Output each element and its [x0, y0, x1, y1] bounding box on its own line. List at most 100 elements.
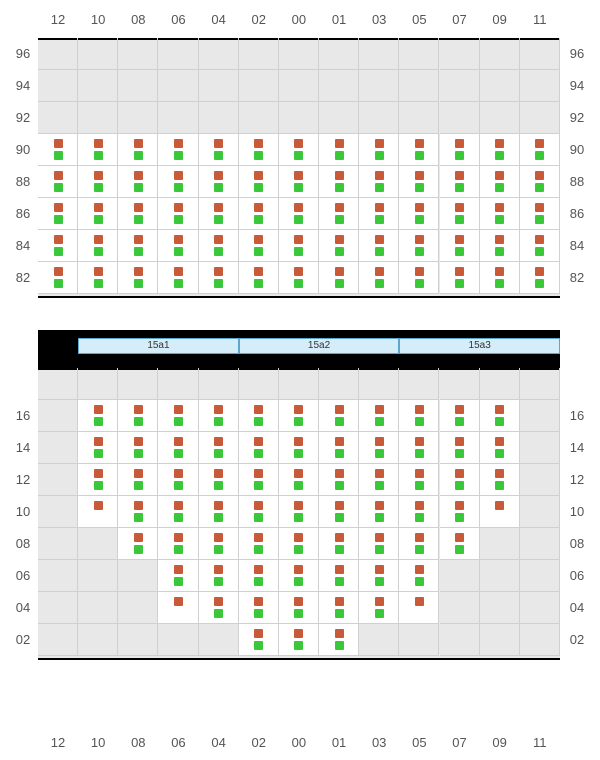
seat-marker-top — [294, 533, 303, 542]
seat-marker-top — [375, 203, 384, 212]
seat-marker-top — [415, 405, 424, 414]
seat-marker-bottom — [254, 449, 263, 458]
seat-marker-bottom — [415, 545, 424, 554]
seat-marker-bottom — [335, 247, 344, 256]
seat-marker-top — [335, 501, 344, 510]
seat-marker-bottom — [415, 449, 424, 458]
seat-marker-top — [294, 629, 303, 638]
grid-cell — [480, 592, 520, 624]
grid-cell — [199, 368, 239, 400]
seat-marker-top — [335, 235, 344, 244]
seat-marker-bottom — [294, 279, 303, 288]
seat-marker-top — [294, 171, 303, 180]
seat-marker-bottom — [174, 215, 183, 224]
grid-cell — [118, 102, 158, 134]
grid-cell — [38, 528, 78, 560]
grid-cell — [520, 70, 560, 102]
grid-cell — [480, 624, 520, 656]
seat-marker-bottom — [94, 215, 103, 224]
seat-marker-top — [254, 565, 263, 574]
seat-marker-bottom — [174, 481, 183, 490]
seat-marker-bottom — [254, 183, 263, 192]
seat-marker-bottom — [294, 609, 303, 618]
seat-marker-bottom — [495, 215, 504, 224]
col-label-bottom: 06 — [158, 735, 198, 750]
grid-cell — [78, 592, 118, 624]
seat-marker-bottom — [535, 215, 544, 224]
seat-marker-bottom — [335, 513, 344, 522]
seat-marker-bottom — [294, 513, 303, 522]
seat-marker-bottom — [495, 417, 504, 426]
col-label-bottom: 08 — [118, 735, 158, 750]
seat-marker-bottom — [254, 481, 263, 490]
grid-cell — [158, 38, 198, 70]
seat-marker-top — [335, 597, 344, 606]
seat-marker-bottom — [294, 215, 303, 224]
col-label-top: 03 — [359, 12, 399, 27]
seat-marker-top — [415, 501, 424, 510]
seat-marker-top — [415, 203, 424, 212]
section-tab[interactable]: 15a2 — [239, 338, 400, 354]
seat-marker-top — [495, 267, 504, 276]
seat-marker-top — [254, 203, 263, 212]
grid-cell — [520, 38, 560, 70]
seat-marker-top — [335, 405, 344, 414]
seat-marker-top — [375, 139, 384, 148]
seat-marker-top — [94, 469, 103, 478]
seat-marker-top — [375, 533, 384, 542]
seat-marker-top — [415, 235, 424, 244]
seat-marker-top — [294, 405, 303, 414]
seat-marker-bottom — [94, 481, 103, 490]
seat-marker-bottom — [134, 513, 143, 522]
seat-marker-top — [134, 203, 143, 212]
seat-marker-bottom — [335, 417, 344, 426]
seat-marker-bottom — [535, 247, 544, 256]
section-tab[interactable]: 15a3 — [399, 338, 560, 354]
seat-marker-bottom — [294, 545, 303, 554]
grid-cell — [359, 368, 399, 400]
seat-marker-top — [134, 267, 143, 276]
seat-marker-top — [495, 171, 504, 180]
seat-marker-bottom — [254, 151, 263, 160]
grid-cell — [118, 38, 158, 70]
row-label-left: 94 — [8, 78, 38, 93]
seat-marker-top — [294, 203, 303, 212]
seat-marker-bottom — [455, 151, 464, 160]
grid-cell — [520, 496, 560, 528]
seat-marker-top — [174, 437, 183, 446]
row-label-right: 12 — [562, 472, 592, 487]
row-label-right: 96 — [562, 46, 592, 61]
section-tab[interactable]: 15a1 — [78, 338, 239, 354]
seat-marker-bottom — [375, 577, 384, 586]
seat-marker-bottom — [294, 151, 303, 160]
seat-marker-top — [535, 235, 544, 244]
row-label-left: 12 — [8, 472, 38, 487]
grid-cell — [38, 624, 78, 656]
seat-marker-top — [54, 203, 63, 212]
seat-marker-top — [375, 565, 384, 574]
seat-marker-bottom — [375, 481, 384, 490]
seat-marker-bottom — [415, 417, 424, 426]
grid-cell — [38, 496, 78, 528]
seat-marker-bottom — [335, 641, 344, 650]
seat-marker-top — [174, 139, 183, 148]
seat-marker-top — [134, 437, 143, 446]
seat-marker-top — [495, 203, 504, 212]
seat-marker-top — [254, 469, 263, 478]
grid-cell — [239, 70, 279, 102]
seat-marker-top — [294, 139, 303, 148]
grid-cell — [520, 368, 560, 400]
seat-marker-bottom — [335, 481, 344, 490]
grid-cell — [118, 560, 158, 592]
row-label-left: 04 — [8, 600, 38, 615]
col-label-top: 07 — [440, 12, 480, 27]
seat-marker-top — [455, 405, 464, 414]
seat-marker-top — [214, 139, 223, 148]
seat-marker-bottom — [134, 247, 143, 256]
seat-marker-bottom — [94, 183, 103, 192]
col-label-top: 00 — [279, 12, 319, 27]
grid-cell — [199, 38, 239, 70]
seat-marker-top — [375, 437, 384, 446]
col-label-bottom: 02 — [239, 735, 279, 750]
seat-marker-top — [535, 139, 544, 148]
